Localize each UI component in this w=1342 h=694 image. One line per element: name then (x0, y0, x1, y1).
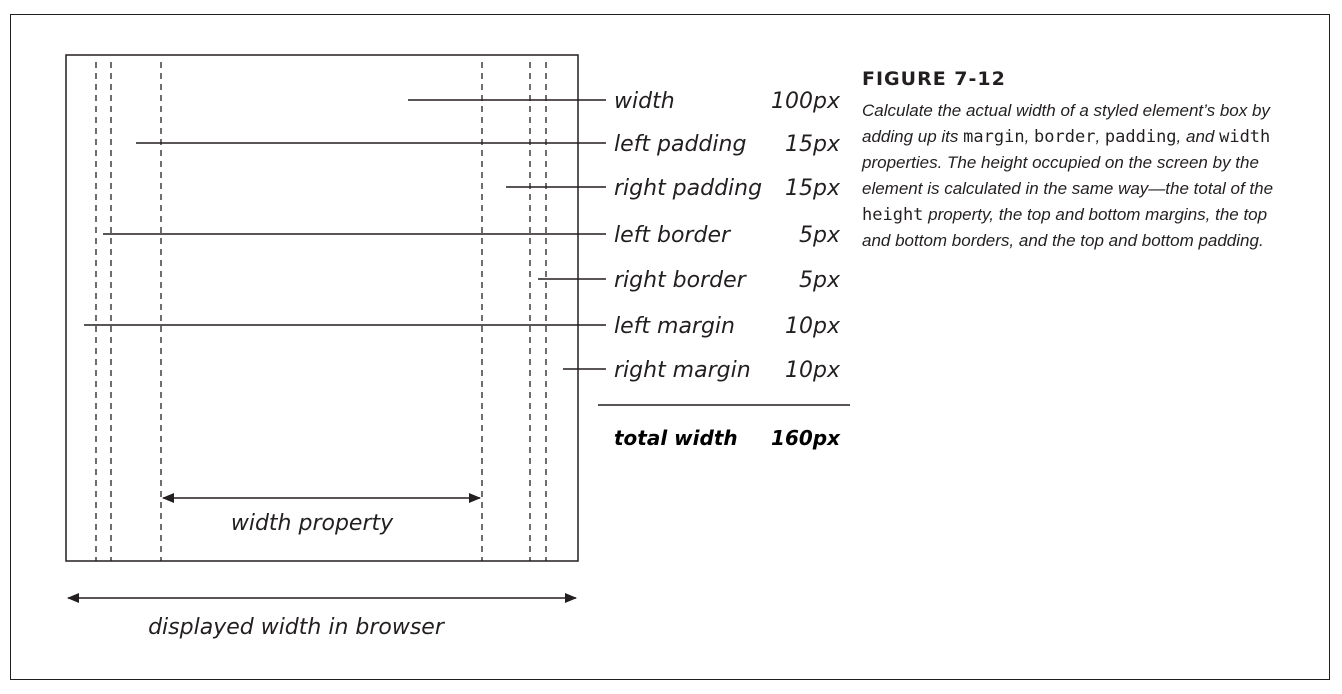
row-width-value: 100px (771, 89, 841, 114)
figure-caption-text: Calculate the actual width of a styled e… (862, 98, 1292, 254)
caption-text: , and (1176, 127, 1220, 146)
row-right-border-value: 5px (799, 268, 841, 293)
caption-text: Calculate the actual width of a styled e… (862, 101, 1270, 146)
total-width-label: total width (614, 426, 738, 450)
caption-code-width: width (1219, 127, 1271, 147)
figure-title: FIGURE 7-12 (862, 68, 1006, 90)
displayed-width-label: displayed width in browser (148, 615, 446, 640)
row-right-padding-label: right padding (614, 176, 762, 201)
caption-text: , (1024, 127, 1035, 146)
row-left-padding-value: 15px (785, 132, 841, 157)
row-right-padding-value: 15px (785, 176, 841, 201)
row-left-margin-label: left margin (614, 314, 735, 339)
row-left-margin-value: 10px (785, 314, 841, 339)
caption-code-margin: margin (963, 127, 1025, 147)
row-left-padding-label: left padding (614, 132, 746, 157)
total-width-value: 160px (771, 426, 841, 450)
figure-caption: FIGURE 7-12 Calculate the actual width o… (862, 68, 1292, 254)
caption-text: properties. The height occupied on the s… (862, 153, 1274, 198)
width-property-label: width property (231, 511, 394, 536)
row-right-margin-label: right margin (614, 358, 751, 383)
caption-code-height: height (862, 205, 924, 225)
caption-text: property, the top and bottom margins, th… (862, 205, 1268, 250)
caption-code-border: border (1034, 127, 1096, 147)
caption-text: , (1095, 127, 1105, 146)
row-right-margin-value: 10px (785, 358, 841, 383)
row-right-border-label: right border (614, 268, 748, 293)
figure-frame (10, 14, 1330, 680)
row-left-border-label: left border (614, 223, 732, 248)
row-left-border-value: 5px (799, 223, 841, 248)
row-width-label: width (614, 89, 675, 114)
browser-box (65, 54, 579, 562)
caption-code-padding: padding (1104, 127, 1177, 147)
